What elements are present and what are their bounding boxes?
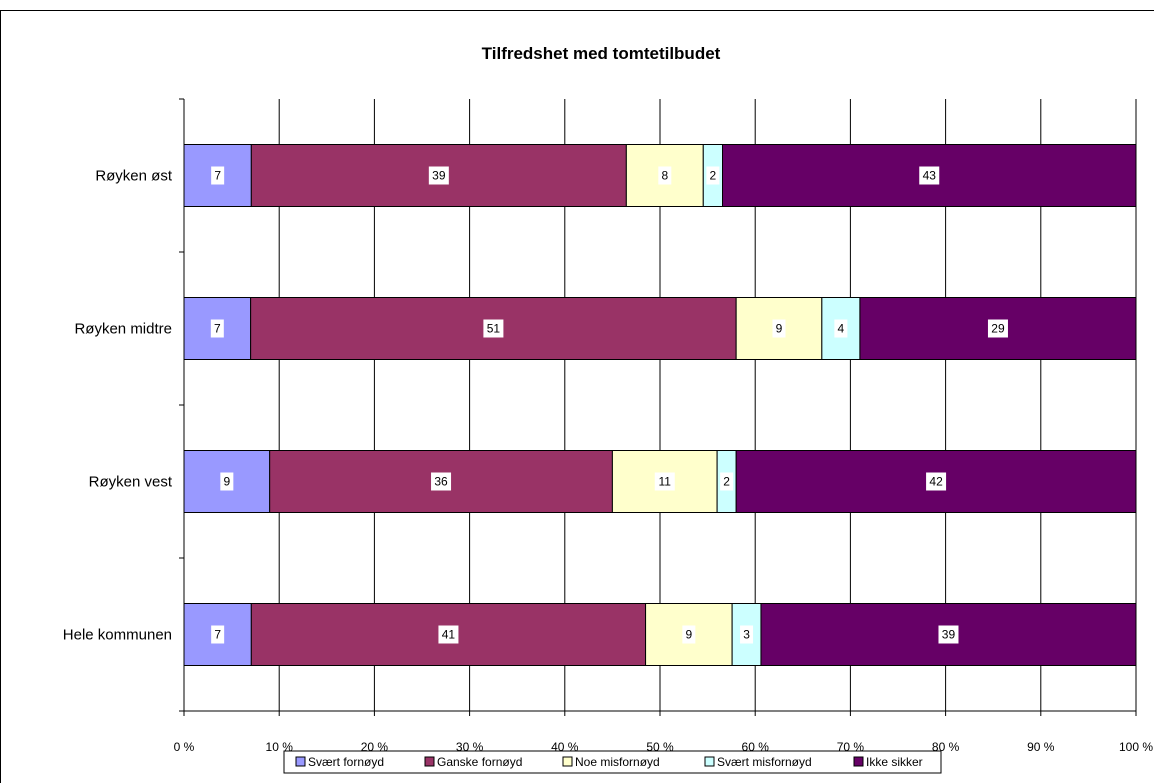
data-label: 2 [723,475,730,489]
data-label-box [211,166,225,185]
data-label-box [220,472,234,491]
category-label: Røyken midtre [74,321,172,338]
legend: Svært fornøyd Ganske fornøyd Noe misfornøy… [283,750,942,774]
data-label: 7 [214,628,221,642]
data-label: 42 [929,475,943,489]
data-label-box [658,166,672,185]
data-label: 43 [923,169,937,183]
category-label: Røyken øst [95,168,173,185]
x-tick-label: 100 % [1119,740,1153,754]
legend-label: Ganske fornøyd [437,755,522,769]
data-label-box [682,625,696,644]
data-label-box [654,472,675,491]
legend-swatch [295,756,306,767]
legend-label: Noe misfornøyd [575,755,660,769]
data-label-box [926,472,947,491]
data-label: 11 [659,475,672,489]
data-label-box [772,319,786,338]
data-label: 51 [487,322,501,336]
data-label-box [938,625,959,644]
data-label-box [428,166,449,185]
chart-frame: Tilfredshet med tomtetilbudet 7 39 8 2 43 7 51… [0,10,1154,783]
x-tick-label: 90 % [1027,740,1055,754]
legend-label: Ikke sikker [866,755,923,769]
legend-swatch [562,756,573,767]
legend-label: Svært misfornøyd [717,755,812,769]
category-labels: Røyken øst Røyken midtre Røyken vest Hele k… [63,168,173,644]
data-label-box [211,625,225,644]
bars: 7 39 8 2 43 7 51 9 4 29 9 36 11 2 42 7 41 9 3 39 [183,144,1137,666]
category-label: Hele kommunen [63,627,172,644]
data-label: 39 [942,628,956,642]
data-label-box [987,319,1008,338]
legend-box [283,750,942,774]
category-label: Røyken vest [89,474,173,491]
data-label: 39 [432,169,446,183]
legend-swatch [853,756,864,767]
data-label: 7 [214,169,221,183]
data-label-box [919,166,940,185]
data-label-box [720,472,734,491]
axes [179,98,1137,716]
data-label-box [210,319,224,338]
data-label: 9 [686,628,693,642]
data-label-box [431,472,452,491]
legend-swatch [704,756,715,767]
data-label: 9 [776,322,783,336]
data-label: 3 [743,628,750,642]
data-label: 8 [661,169,668,183]
data-label-box [438,625,459,644]
legend-label: Svært fornøyd [308,755,384,769]
data-label: 2 [710,169,717,183]
data-label-box [706,166,720,185]
data-label: 9 [223,475,230,489]
x-tick-label: 0 % [174,740,195,754]
data-label: 4 [838,322,845,336]
data-label: 29 [991,322,1005,336]
legend-swatch [424,756,435,767]
data-label-box [834,319,848,338]
data-label: 41 [442,628,456,642]
data-label-box [740,625,754,644]
data-label-box [483,319,504,338]
chart: Tilfredshet med tomtetilbudet 7 39 8 2 437 51… [63,44,1153,774]
data-label: 36 [434,475,448,489]
data-label: 7 [214,322,221,336]
chart-title: Tilfredshet med tomtetilbudet [482,44,721,63]
